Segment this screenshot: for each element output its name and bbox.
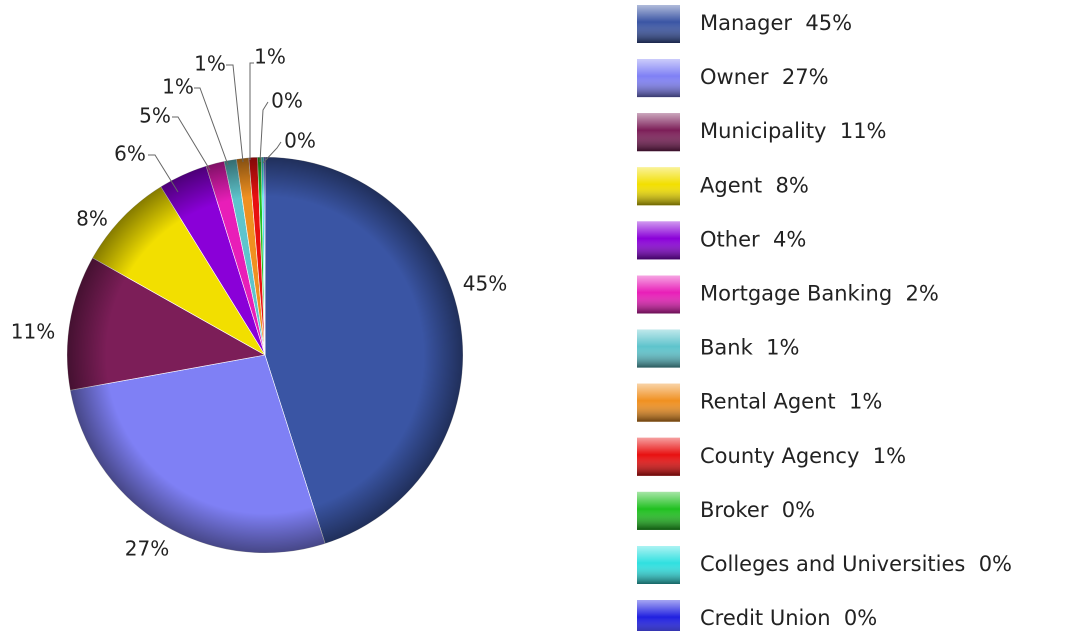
slice-label: 1%: [194, 52, 226, 76]
legend-swatch-gloss: [637, 275, 680, 314]
slice-label: 11%: [11, 320, 55, 344]
legend-label: Mortgage Banking 2%: [700, 282, 939, 306]
slice-label: 1%: [162, 75, 194, 99]
legend-swatch-gloss: [637, 221, 680, 260]
legend-label: Manager 45%: [700, 11, 852, 35]
legend-swatch-gloss: [637, 600, 680, 631]
legend-label: Municipality 11%: [700, 119, 887, 143]
legend-label: Other 4%: [700, 227, 806, 251]
legend-label: Bank 1%: [700, 336, 799, 360]
leader-line: [262, 141, 282, 164]
slice-label: 27%: [125, 537, 169, 561]
leader-line: [148, 154, 179, 193]
legend-swatch-gloss: [637, 329, 680, 368]
legend-swatch-gloss: [637, 59, 680, 98]
slice-label: 1%: [254, 45, 286, 69]
legend-swatch-gloss: [637, 437, 680, 476]
leader-line: [226, 64, 244, 163]
legend-swatch-gloss: [637, 5, 680, 43]
legend-label: Colleges and Universities 0%: [700, 552, 1012, 576]
slice-label: 45%: [463, 272, 507, 296]
legend-label: Rental Agent 1%: [700, 390, 882, 414]
legend-label: Owner 27%: [700, 65, 829, 89]
slice-label: 8%: [76, 207, 108, 231]
leader-line: [194, 87, 229, 166]
legend-swatch-gloss: [637, 167, 680, 206]
leader-line: [249, 62, 254, 160]
leader-line: [172, 116, 211, 171]
legend-label: County Agency 1%: [700, 444, 906, 468]
legend-swatch-gloss: [637, 491, 680, 530]
slice-label: 0%: [271, 89, 303, 113]
legend-label: Credit Union 0%: [700, 606, 877, 630]
legend-swatch-gloss: [637, 113, 680, 152]
legend-label: Broker 0%: [700, 498, 815, 522]
slice-label: 0%: [284, 129, 316, 153]
legend-swatch-gloss: [637, 546, 680, 584]
leader-line: [259, 101, 269, 163]
slice-label: 6%: [114, 142, 146, 166]
slice-label: 5%: [139, 104, 171, 128]
legend-label: Agent 8%: [700, 173, 809, 197]
legend-swatch-gloss: [637, 383, 680, 422]
